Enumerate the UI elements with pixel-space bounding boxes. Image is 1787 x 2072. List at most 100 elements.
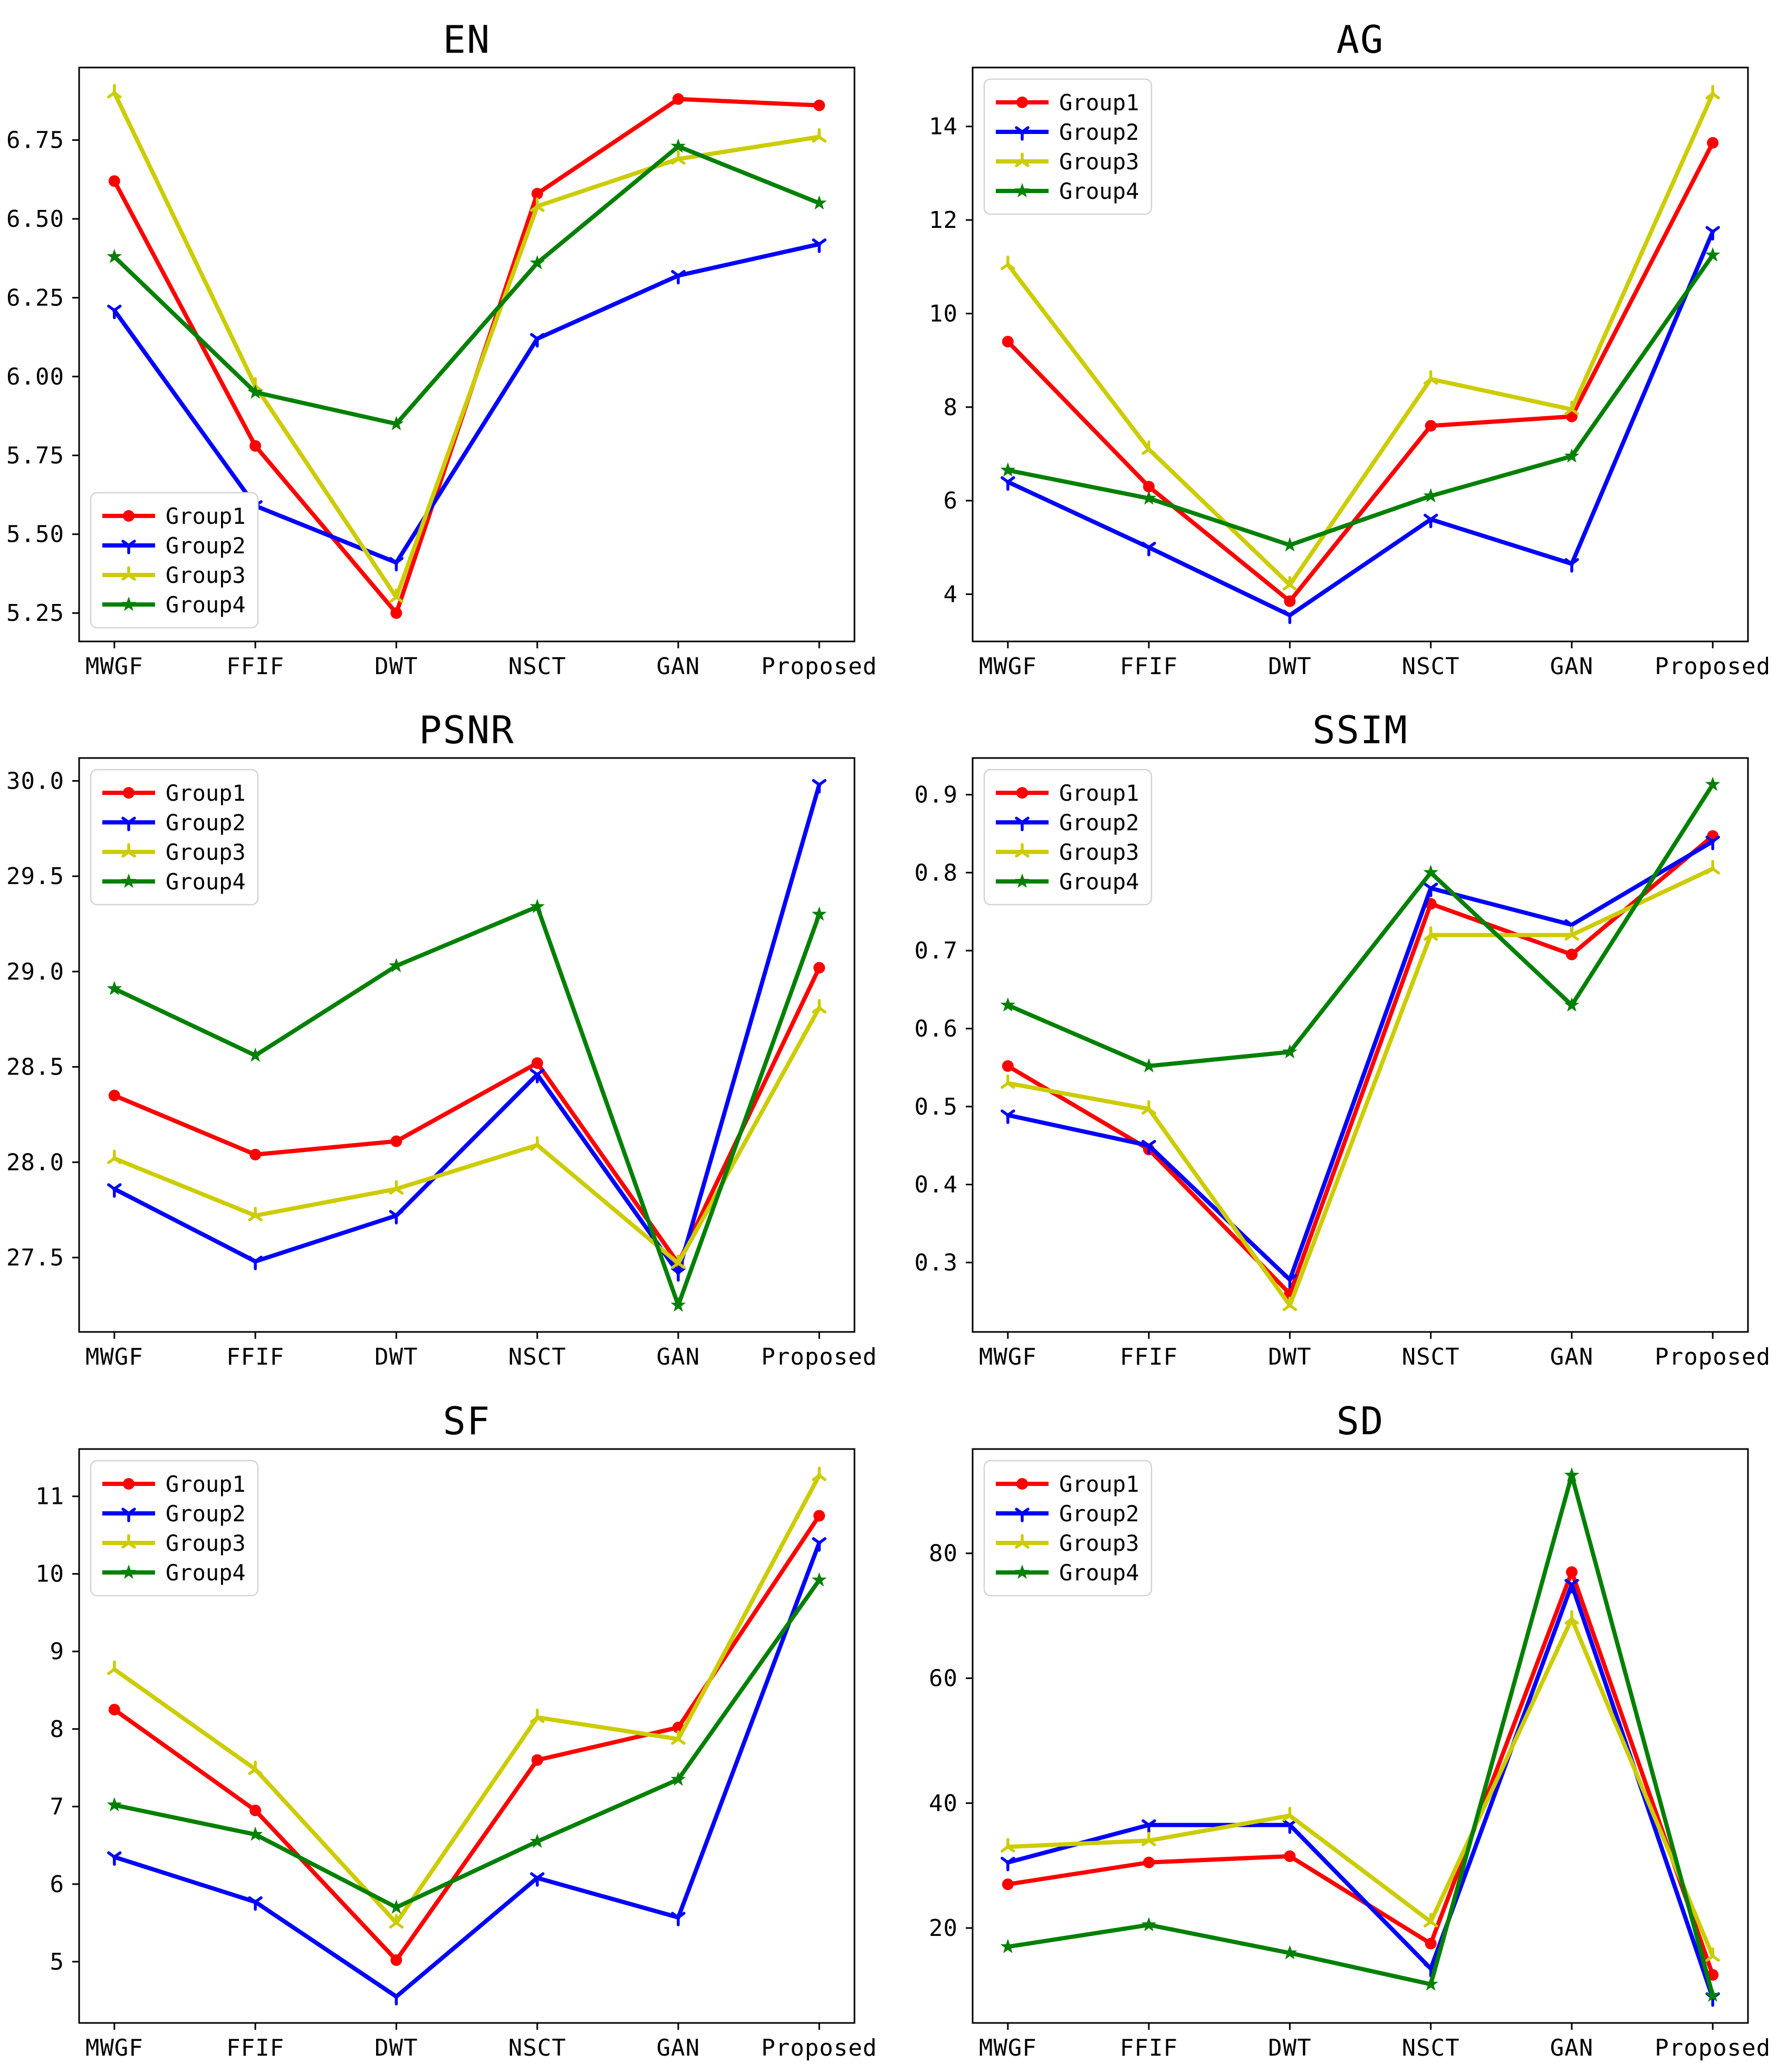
legend: Group1 Group2 Group3 Group4 xyxy=(983,78,1152,215)
marker-circle xyxy=(249,440,262,452)
marker-tri-up xyxy=(107,84,122,99)
y-tick-label: 14 xyxy=(929,113,958,140)
chart-title: PSNR xyxy=(419,708,514,752)
axes-frame xyxy=(972,757,1749,1333)
marker-star xyxy=(530,1834,545,1848)
chart-cell-ssim: SSIM 0.3 0.4 0.5 0.6 0.7 0.8 0.9 MWGF FFIF DWT NSCT… xyxy=(894,690,1787,1381)
legend: Group1 Group2 Group3 Group4 xyxy=(983,769,1152,906)
x-tick-label: GAN xyxy=(657,2035,700,2061)
marker-star xyxy=(1705,776,1721,791)
marker-tri-down xyxy=(248,1896,263,1911)
marker-star xyxy=(121,597,137,611)
legend-label-group4: Group4 xyxy=(166,869,246,895)
marker-star xyxy=(389,1899,404,1914)
y-tick-label: 0.5 xyxy=(915,1093,958,1120)
x-tick-label: DWT xyxy=(1268,1344,1311,1370)
marker-tri-down xyxy=(1015,1508,1030,1522)
marker-tri-up xyxy=(1564,926,1579,941)
marker-tri-up xyxy=(1282,575,1298,591)
marker-tri-down xyxy=(530,1872,545,1887)
chart-cell-ag: AG 4 6 8 10 12 14 MWGF FFIF DWT NSCT GAN Proposed Gro… xyxy=(894,0,1787,690)
chart-title: AG xyxy=(1337,17,1385,62)
chart-title: SSIM xyxy=(1312,708,1408,752)
marker-tri-up xyxy=(1001,1074,1015,1089)
legend-label-group4: Group4 xyxy=(166,1560,246,1586)
y-tick-label: 6 xyxy=(50,1871,65,1898)
marker-star xyxy=(1141,490,1157,505)
marker-circle xyxy=(1002,335,1014,348)
marker-circle xyxy=(1143,1856,1155,1868)
marker-tri-up xyxy=(671,1254,686,1269)
marker-circle xyxy=(390,1954,402,1966)
marker-tri-up xyxy=(671,150,686,165)
y-tick-label: 6.00 xyxy=(6,363,64,390)
legend: Group1 Group2 Group3 Group4 xyxy=(983,1460,1152,1597)
legend-label-group1: Group1 xyxy=(1059,1471,1139,1497)
marker-circle xyxy=(390,1135,402,1147)
marker-star xyxy=(1423,1976,1438,1991)
chart-cell-sd: SD 20 40 60 80 MWGF FFIF DWT NSCT GAN Proposed Grou… xyxy=(894,1382,1787,2072)
marker-circle xyxy=(1143,481,1155,493)
marker-circle xyxy=(123,787,134,799)
marker-tri-down xyxy=(812,238,827,253)
axes-frame xyxy=(78,1448,856,2024)
marker-tri-down xyxy=(1001,1109,1015,1124)
marker-tri-up xyxy=(1423,1913,1438,1927)
marker-circle xyxy=(108,1089,120,1101)
marker-circle xyxy=(108,175,120,187)
axes-frame xyxy=(78,66,856,642)
series-line-group4 xyxy=(1005,782,1715,1068)
marker-tri-up xyxy=(1015,1534,1030,1549)
marker-circle xyxy=(1425,420,1437,432)
marker-star xyxy=(1014,183,1030,198)
marker-star xyxy=(1564,448,1580,463)
y-tick-label: 10 xyxy=(929,300,958,327)
line-chart-psnr: PSNR 27.5 28.0 28.5 29.0 29.5 30.0 MWGF FFIF DWT N… xyxy=(0,690,894,1381)
x-tick-label: FFIF xyxy=(1120,1344,1178,1370)
y-tick-label: 0.4 xyxy=(915,1172,958,1198)
marker-star xyxy=(811,906,827,921)
marker-tri-down xyxy=(121,817,136,831)
x-tick-label: GAN xyxy=(1550,653,1593,680)
legend-label-group1: Group1 xyxy=(1059,780,1139,806)
marker-tri-down xyxy=(1015,126,1030,141)
marker-star xyxy=(530,898,545,914)
y-tick-label: 12 xyxy=(929,207,958,234)
chart-title: SD xyxy=(1337,1399,1385,1443)
marker-circle xyxy=(249,1148,262,1160)
legend-label-group4: Group4 xyxy=(1059,178,1139,204)
legend-label-group2: Group2 xyxy=(166,810,246,836)
x-tick-label: Proposed xyxy=(761,1344,877,1370)
legend-label-group1: Group1 xyxy=(166,780,246,806)
marker-circle xyxy=(123,1478,134,1490)
marker-tri-up xyxy=(1015,843,1030,858)
marker-tri-up xyxy=(530,1708,545,1723)
marker-tri-up xyxy=(1423,926,1438,941)
marker-tri-down xyxy=(1423,513,1438,529)
marker-star xyxy=(247,1047,263,1062)
x-tick-label: NSCT xyxy=(508,1344,566,1370)
x-tick-label: DWT xyxy=(1268,2035,1311,2061)
marker-circle xyxy=(1425,1937,1437,1950)
y-tick-label: 0.3 xyxy=(915,1249,958,1276)
legend-label-group3: Group3 xyxy=(1059,149,1139,175)
line-chart-sd: SD 20 40 60 80 MWGF FFIF DWT NSCT GAN Proposed Grou… xyxy=(894,1382,1787,2072)
marker-tri-up xyxy=(389,1914,404,1929)
marker-star xyxy=(1705,1987,1721,2002)
y-tick-label: 0.8 xyxy=(915,859,958,886)
legend-box xyxy=(90,769,259,906)
series-line-group1 xyxy=(112,965,822,1265)
line-chart-en: EN 5.25 5.50 5.75 6.00 6.25 6.50 6.75 MWGF FFIF DW… xyxy=(0,0,894,690)
line-chart-ag: AG 4 6 8 10 12 14 MWGF FFIF DWT NSCT GAN Proposed Gro… xyxy=(894,0,1787,690)
marker-tri-up xyxy=(812,128,827,143)
legend-label-group2: Group2 xyxy=(1059,1501,1139,1527)
marker-tri-down xyxy=(1564,1579,1579,1594)
marker-tri-up xyxy=(1141,440,1156,455)
marker-tri-down xyxy=(1015,817,1030,831)
x-tick-label: MWGF xyxy=(85,653,143,680)
series-line-group1 xyxy=(1005,1570,1715,1977)
legend-box xyxy=(983,78,1152,215)
legend-label-group4: Group4 xyxy=(166,592,246,618)
legend-label-group2: Group2 xyxy=(1059,810,1139,836)
x-tick-label: Proposed xyxy=(1655,653,1771,680)
